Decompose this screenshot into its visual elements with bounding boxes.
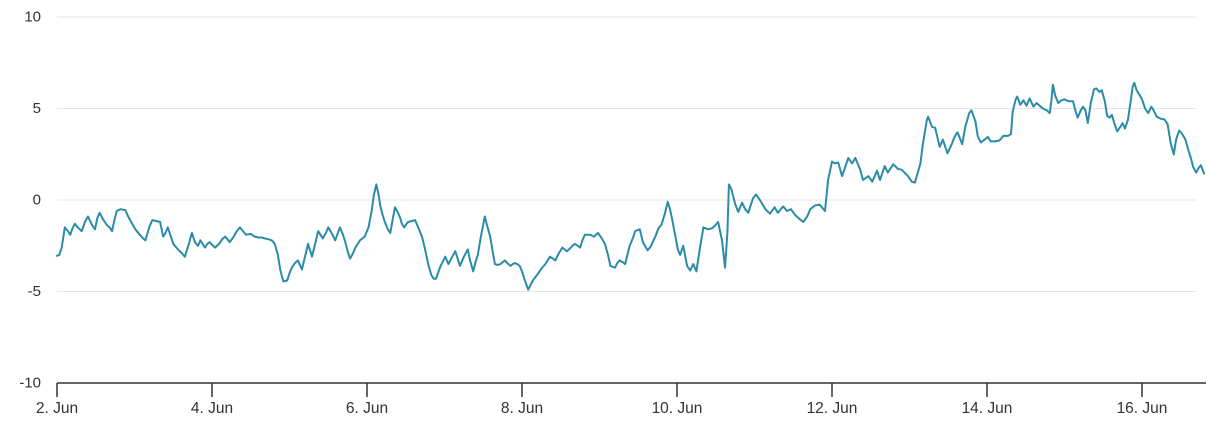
y-axis-label: -10 — [19, 375, 41, 392]
y-axis-label: 0 — [33, 192, 41, 209]
x-axis-label: 2. Jun — [36, 400, 78, 417]
series-line — [56, 81, 1205, 291]
x-axis-label: 4. Jun — [191, 400, 233, 417]
x-axis-label: 6. Jun — [346, 400, 388, 417]
y-axis-label: 5 — [33, 100, 41, 117]
x-axis-label: 12. Jun — [807, 400, 858, 417]
y-axis-label: -5 — [28, 283, 41, 300]
x-axis-label: 8. Jun — [501, 400, 543, 417]
x-axis-label: 14. Jun — [962, 400, 1013, 417]
x-axis-label: 10. Jun — [652, 400, 703, 417]
y-axis-label: 10 — [24, 9, 41, 26]
x-axis-label: 16. Jun — [1117, 400, 1168, 417]
